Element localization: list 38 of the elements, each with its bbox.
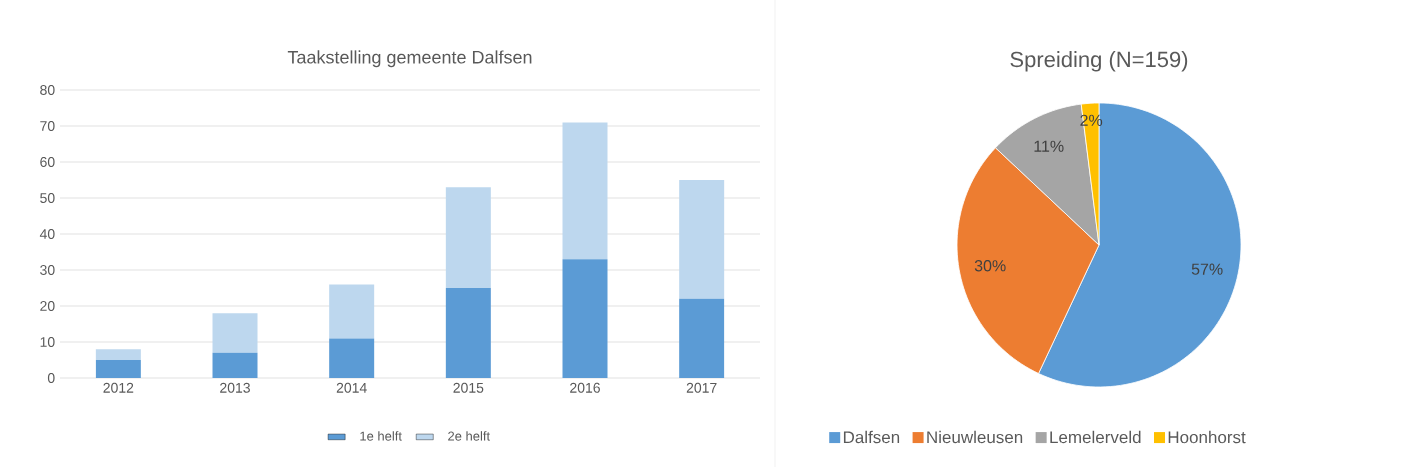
data-label: 57% [1191,263,1223,275]
bar [212,313,258,353]
x-tick-label: 2016 [570,382,600,393]
bar [562,259,608,378]
x-tick-label: 2015 [453,382,484,393]
y-tick-label: 30 [40,265,55,275]
y-tick-label: 50 [40,193,55,203]
chart-title: Spreiding (N=159) [1010,51,1188,72]
y-tick-label: 10 [40,337,55,347]
y-tick-label: 60 [40,157,55,167]
x-tick-label: 2017 [686,382,717,393]
y-tick-label: 20 [40,301,55,311]
x-tick-label: 2014 [336,382,367,393]
bar [329,338,375,378]
chart-title: Taakstelling gemeente Dalfsen [287,50,532,68]
legend-label: Lemelerveld [1050,430,1141,444]
bar [95,360,141,378]
x-tick-label: 2012 [103,382,134,393]
legend-label: Hoonhorst [1168,430,1246,444]
bar [679,298,725,378]
y-tick-label: 40 [39,229,55,239]
legend-label: Dalfsen [843,430,900,444]
legend-label: 1e helft [360,431,402,441]
bar [212,352,258,378]
legend-label: 2e helft [448,431,490,441]
x-tick-label: 2013 [220,382,250,393]
y-tick-label: 0 [47,373,55,383]
y-tick-label: 70 [40,121,55,131]
bar [562,122,608,260]
y-tick-label: 80 [40,85,55,95]
bar [329,284,375,339]
bar [679,180,725,299]
bar [445,187,491,289]
bar [95,349,141,360]
legend-label: Nieuwleusen [927,430,1023,444]
data-label: 11% [1034,140,1064,152]
data-label: 30% [974,260,1006,272]
bar [445,288,491,378]
